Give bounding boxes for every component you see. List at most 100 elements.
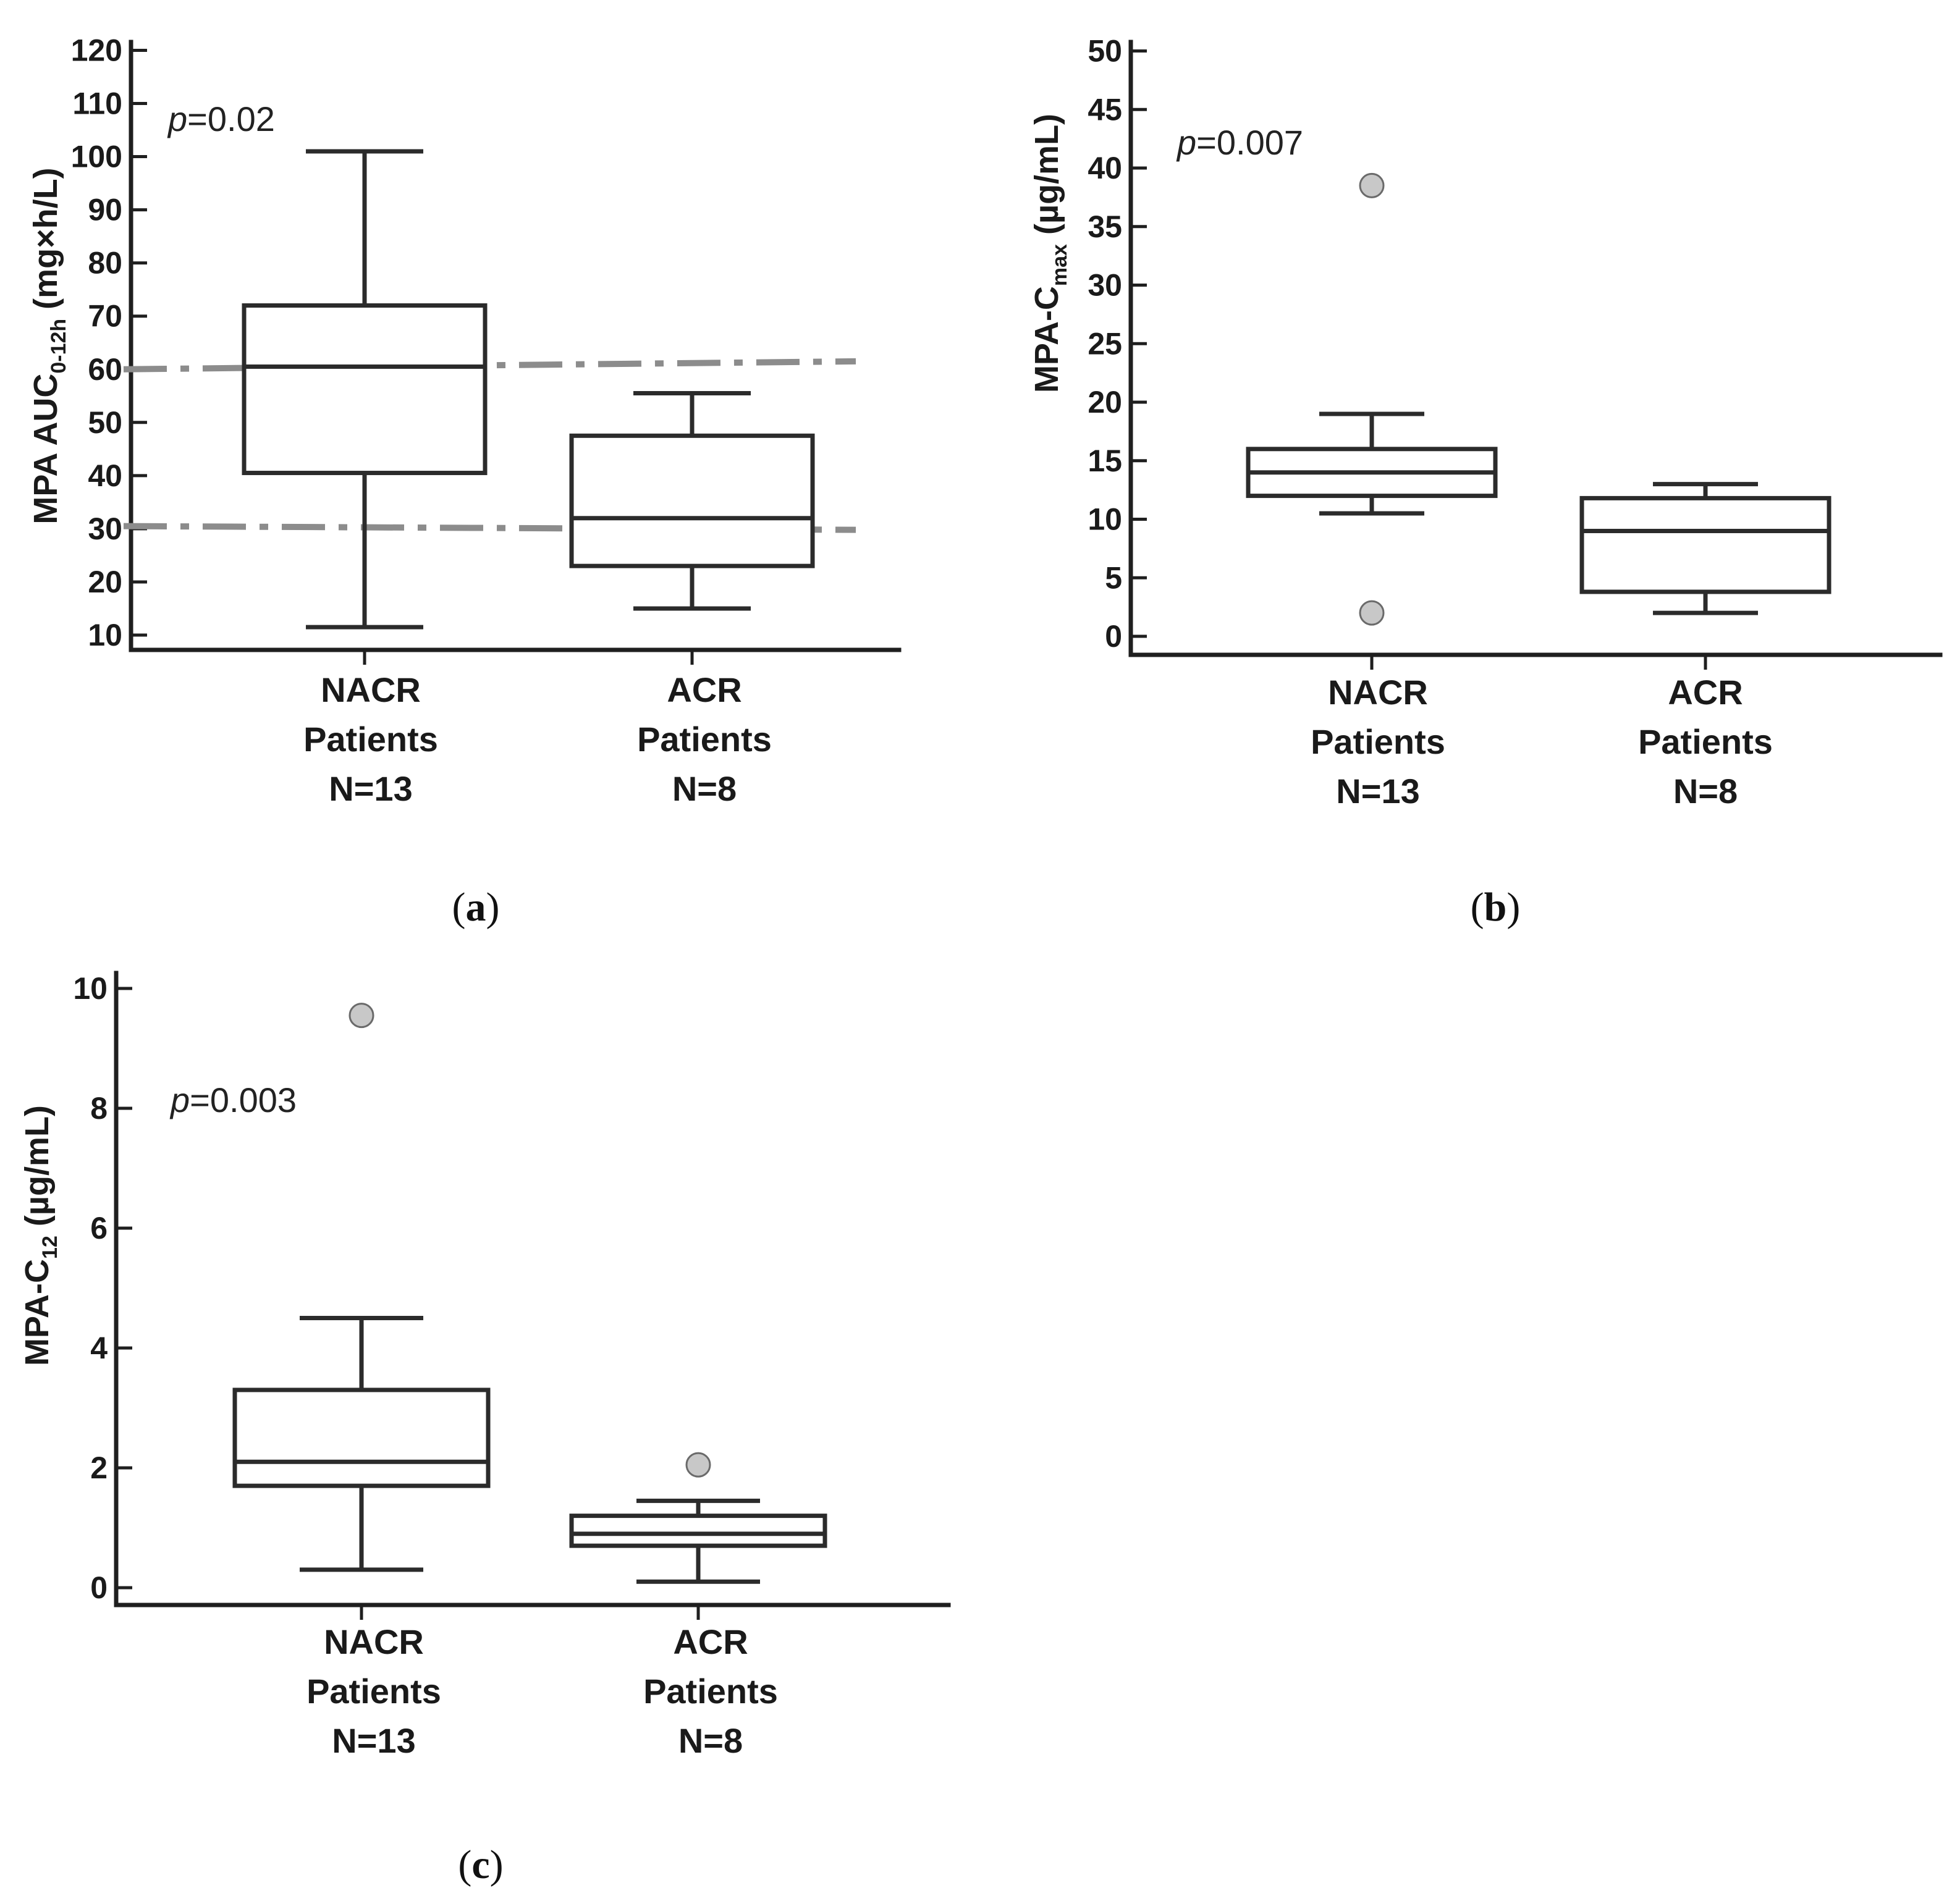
chart-panel-b: 0 5 10 15 20 25 30 35 40 45 50 MPA-Cmax (µg/mL) NACR…	[1028, 34, 1943, 930]
y-tick-label: 8	[90, 1091, 108, 1126]
panel-letter: c	[471, 1842, 489, 1887]
panel-label: (b)	[1471, 885, 1521, 930]
p-value-symbol: p	[1176, 123, 1196, 162]
category-label: N=8	[672, 769, 737, 808]
category-label: Patients	[1311, 722, 1445, 761]
category-label: N=8	[1673, 772, 1738, 811]
outlier-point	[685, 1452, 711, 1478]
iqr-box	[242, 303, 488, 476]
category-label: NACR	[324, 1622, 424, 1661]
p-value-number: =0.003	[190, 1080, 297, 1119]
box-plot-nacr	[1246, 172, 1498, 626]
y-axis-label: MPA-C12 (µg/mL)	[19, 1105, 62, 1366]
y-axis-label-subscript: 0-12h	[47, 319, 70, 374]
y-axis-label: MPA-Cmax (µg/mL)	[1028, 114, 1071, 393]
category-label: Patients	[306, 1672, 441, 1711]
y-tick-label: 90	[88, 193, 122, 227]
p-value-annotation: p=0.003	[169, 1080, 297, 1119]
reference-line	[123, 523, 856, 533]
y-tick-label: 30	[1088, 268, 1122, 303]
iqr-box	[569, 433, 815, 568]
panel-paren-open: (	[1471, 885, 1484, 930]
y-axis-label-unit: (µg/mL)	[1028, 114, 1065, 244]
y-tick-label: 20	[1088, 385, 1122, 419]
panel-label: (c)	[458, 1842, 503, 1887]
category-label: N=13	[329, 769, 412, 808]
y-tick-label: 2	[90, 1451, 108, 1485]
category-label: NACR	[321, 670, 421, 709]
y-tick-label: 20	[88, 565, 122, 599]
box-plot-nacr	[232, 1003, 491, 1572]
y-tick-label: 80	[88, 246, 122, 280]
category-label: ACR	[667, 670, 742, 709]
category-label: N=8	[678, 1721, 743, 1760]
category-label: Patients	[303, 720, 438, 759]
y-tick-label: 5	[1105, 560, 1122, 595]
y-tick-label: 35	[1088, 209, 1122, 244]
y-tick-label: 40	[1088, 151, 1122, 185]
outlier-point	[1359, 172, 1385, 198]
p-value-annotation: p=0.02	[167, 99, 275, 138]
y-tick-label: 10	[88, 618, 122, 652]
iqr-box	[1579, 495, 1832, 594]
y-tick-label: 120	[71, 33, 122, 67]
y-tick-label: 10	[73, 971, 108, 1006]
y-tick-label: 25	[1088, 326, 1122, 361]
category-label: Patients	[1638, 722, 1773, 761]
y-tick-label: 50	[88, 405, 122, 440]
p-value-number: =0.007	[1196, 123, 1303, 162]
iqr-box	[232, 1388, 491, 1488]
box-plot-acr	[1579, 482, 1832, 615]
y-tick-label: 60	[88, 352, 122, 387]
category-label: Patients	[643, 1672, 778, 1711]
y-tick-label: 110	[72, 86, 122, 121]
panel-paren-close: )	[490, 1842, 504, 1887]
panel-label: (a)	[452, 885, 500, 930]
y-axis-label-main: MPA-C	[19, 1259, 56, 1366]
box-plot-acr	[569, 390, 815, 611]
panel-letter: b	[1484, 885, 1507, 930]
category-label: ACR	[673, 1622, 748, 1661]
panel-paren-close: )	[1506, 885, 1520, 930]
iqr-box	[569, 1514, 827, 1548]
y-axis-label-unit: (µg/mL)	[19, 1105, 56, 1236]
y-axis-label-main: MPA AUC	[27, 374, 64, 524]
y-tick-label: 40	[88, 458, 122, 493]
category-label: ACR	[1668, 673, 1743, 712]
y-tick-label: 100	[71, 140, 122, 174]
panel-paren-open: (	[458, 1842, 471, 1887]
category-label: N=13	[1336, 772, 1419, 811]
p-value-symbol: p	[169, 1080, 190, 1119]
category-label: NACR	[1328, 673, 1428, 712]
box-plot-acr	[569, 1452, 827, 1584]
panel-paren-close: )	[486, 885, 500, 930]
y-axis-label-main: MPA-C	[1028, 286, 1065, 393]
p-value-symbol: p	[167, 99, 187, 138]
outlier-point	[349, 1003, 374, 1029]
outlier-point	[1359, 600, 1385, 626]
y-tick-label: 6	[90, 1211, 108, 1245]
y-tick-label: 10	[1088, 502, 1122, 537]
y-tick-label: 30	[88, 512, 122, 546]
y-axis-label-unit: (mg×h/L)	[27, 167, 64, 318]
y-tick-label: 70	[88, 299, 122, 334]
y-axis-label-subscript: 12	[38, 1236, 62, 1259]
y-axis-label: MPA AUC0-12h (mg×h/L)	[27, 167, 70, 524]
y-tick-label: 4	[90, 1331, 108, 1365]
chart-panel-c: 0 2 4 6 8 10 MPA-C12 (µg/mL) NACR Patients N=13 AC…	[19, 971, 951, 1887]
panel-letter: a	[466, 885, 486, 930]
y-tick-label: 50	[1088, 34, 1122, 69]
p-value-annotation: p=0.007	[1176, 123, 1303, 162]
reference-line	[123, 358, 856, 373]
category-label: Patients	[637, 720, 772, 759]
y-tick-label: 0	[1105, 619, 1122, 654]
y-tick-label: 15	[1088, 444, 1122, 478]
y-tick-label: 0	[90, 1570, 108, 1605]
chart-panel-a: 10 20 30 40 50 60 70 80 90 100 110 120 MPA AUC0-12h …	[27, 33, 902, 930]
category-label: N=13	[332, 1721, 415, 1760]
panel-paren-open: (	[452, 885, 466, 930]
box-plot-nacr	[242, 149, 488, 630]
y-axis-label-subscript: max	[1048, 244, 1071, 286]
y-tick-label: 45	[1088, 92, 1122, 127]
